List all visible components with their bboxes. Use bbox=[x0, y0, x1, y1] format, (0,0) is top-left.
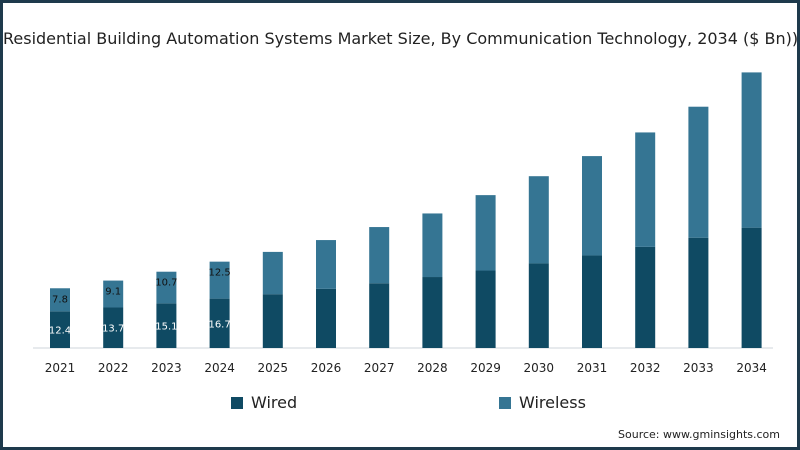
bar-chart: 12.4 7.8 2021 13.7 9.1 2022 15.1 10.7 2023 16.7 12… bbox=[33, 72, 773, 375]
bar-wireless-2021 bbox=[50, 288, 70, 312]
data-label-wired-2023: 15.1 bbox=[155, 322, 177, 333]
bar-wireless-2032 bbox=[635, 132, 656, 247]
bar-wireless-2033 bbox=[688, 106, 709, 238]
data-label-wired-2021: 12.4 bbox=[49, 326, 71, 337]
x-tick-label-2024: 2024 bbox=[204, 361, 235, 375]
x-tick-label-2022: 2022 bbox=[98, 361, 129, 375]
bar-wired-2029 bbox=[475, 270, 496, 348]
x-tick-label-2027: 2027 bbox=[364, 361, 395, 375]
bar-wireless-2025 bbox=[262, 251, 283, 295]
x-tick-label-2026: 2026 bbox=[311, 361, 342, 375]
x-tick-label-2032: 2032 bbox=[630, 361, 661, 375]
bar-wireless-2029 bbox=[475, 195, 496, 271]
bar-wireless-2023 bbox=[156, 271, 177, 304]
bar-wireless-2034 bbox=[741, 72, 762, 228]
bar-wired-2034 bbox=[741, 227, 762, 348]
bar-wired-2023 bbox=[156, 303, 177, 348]
legend: Wired Wireless bbox=[3, 393, 797, 417]
bar-wired-2031 bbox=[582, 255, 602, 348]
legend-item-wireless: Wireless bbox=[499, 393, 586, 412]
data-label-wireless-2024: 12.5 bbox=[208, 268, 230, 279]
legend-swatch-wired bbox=[231, 396, 243, 409]
data-label-wired-2022: 13.7 bbox=[102, 324, 124, 335]
bar-wireless-2027 bbox=[369, 227, 390, 284]
bar-wireless-2022 bbox=[103, 280, 124, 308]
x-tick-label-2029: 2029 bbox=[470, 361, 501, 375]
chart-title: Residential Building Automation Systems … bbox=[3, 29, 799, 48]
data-label-wireless-2022: 9.1 bbox=[105, 287, 121, 298]
bar-wired-2027 bbox=[369, 283, 390, 348]
bar-wired-2028 bbox=[422, 277, 443, 348]
x-tick-label-2021: 2021 bbox=[45, 361, 76, 375]
bar-wireless-2024 bbox=[209, 261, 230, 299]
legend-label-wired: Wired bbox=[251, 393, 298, 412]
bar-wireless-2030 bbox=[528, 176, 549, 264]
bar-wired-2025 bbox=[262, 294, 283, 348]
legend-swatch-wireless bbox=[499, 396, 511, 409]
x-tick-label-2031: 2031 bbox=[577, 361, 608, 375]
data-label-wireless-2023: 10.7 bbox=[155, 278, 177, 289]
data-label-wired-2024: 16.7 bbox=[208, 319, 230, 330]
legend-label-wireless: Wireless bbox=[519, 393, 586, 412]
bar-wired-2022 bbox=[103, 307, 124, 348]
bar-wired-2032 bbox=[635, 246, 656, 348]
x-tick-label-2025: 2025 bbox=[258, 361, 289, 375]
bar-wireless-2028 bbox=[422, 213, 443, 278]
bar-wired-2030 bbox=[528, 263, 549, 348]
bar-wireless-2031 bbox=[582, 156, 602, 256]
legend-item-wired: Wired bbox=[231, 393, 297, 412]
bar-wired-2026 bbox=[316, 288, 336, 348]
x-tick-label-2028: 2028 bbox=[417, 361, 448, 375]
x-tick-label-2023: 2023 bbox=[151, 361, 182, 375]
bar-wired-2021 bbox=[50, 311, 70, 348]
x-tick-label-2030: 2030 bbox=[524, 361, 555, 375]
source-note: Source: www.gminsights.com bbox=[618, 428, 780, 441]
bar-wired-2033 bbox=[688, 237, 709, 348]
bar-wireless-2026 bbox=[316, 240, 336, 289]
x-tick-label-2034: 2034 bbox=[736, 361, 767, 375]
data-label-wireless-2021: 7.8 bbox=[52, 294, 68, 305]
bar-wired-2024 bbox=[209, 298, 230, 348]
x-tick-label-2033: 2033 bbox=[683, 361, 714, 375]
